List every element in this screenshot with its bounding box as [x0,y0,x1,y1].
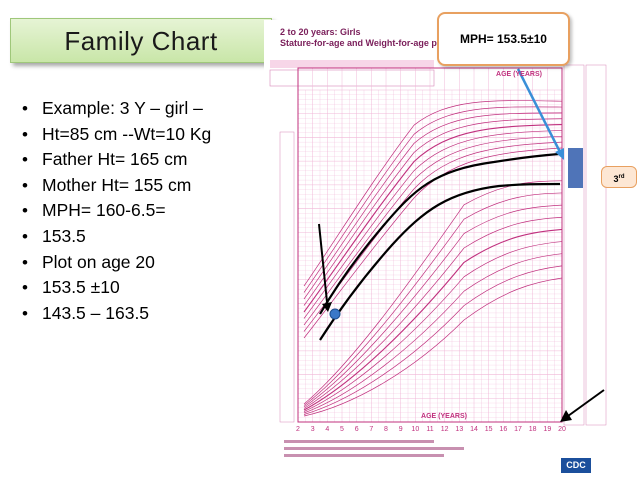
arrow-head-icon [322,302,332,312]
bullet-item: Plot on age 20 [22,250,272,276]
blue-arrow-icon [555,148,564,160]
age-tick-label: 11 [426,426,433,433]
age-axis-label: AGE (YEARS) [496,71,542,78]
upper-range-line [319,152,560,315]
age-tick-label: 4 [325,426,329,433]
plotted-point [329,308,341,320]
age-tick-label: 14 [470,426,478,433]
bullet-item: 153.5 ±10 [22,275,272,301]
percentile-suffix: rd [618,174,625,180]
age-tick-label: 19 [543,426,551,433]
age-tick-label: 12 [441,426,449,433]
bullet-item: Father Ht= 165 cm [22,147,272,173]
age-tick-label: 13 [455,426,463,433]
age-tick-label: 15 [485,426,493,433]
age-tick-label: 10 [411,426,419,433]
bullet-item: Mother Ht= 155 cm [22,173,272,199]
cdc-logo: CDC [561,458,591,473]
chart-heading: 2 to 20 years: Girls Stature-for-age and… [280,27,479,49]
bullet-item: Ht=85 cm --Wt=10 Kg [22,122,272,148]
title-box: Family Chart [10,18,272,63]
percentile-label: 3rd [601,166,637,188]
arrow-head-icon [560,410,572,422]
bullet-item: 153.5 [22,224,272,250]
slide-title: Family Chart [64,26,218,56]
age-tick-label: 18 [529,426,537,433]
age-tick-label: 8 [384,426,388,433]
mph-callout-text: MPH= 153.5±10 [460,32,547,46]
bullet-list: Example: 3 Y – girl – Ht=85 cm --Wt=10 K… [22,96,272,326]
lower-range-line [319,182,561,341]
age-axis-label: AGE (YEARS) [421,413,467,420]
percentile-number: 3 [613,174,619,184]
range-bar [568,148,583,188]
age-tick-label: 20 [558,426,566,433]
bullet-item: 143.5 – 163.5 [22,301,272,327]
bullet-item: Example: 3 Y – girl – [22,96,272,122]
bullet-item: MPH= 160-6.5= [22,198,272,224]
chart-heading-line1: 2 to 20 years: Girls [280,27,361,37]
age-axis-ticks: 2 3 4 5 6 7 8 9 10 11 12 13 14 15 16 17 18 19 20 AGE (YEARS… [296,71,566,433]
age-tick-label: 6 [355,426,359,433]
age-tick-label: 5 [340,426,344,433]
chart-heading-line2: Stature-for-age and Weight-for-age perce… [280,38,479,48]
age-tick-label: 16 [499,426,507,433]
age-tick-label: 9 [399,426,403,433]
age-tick-label: 2 [296,426,300,433]
growth-chart: 2 3 4 5 6 7 8 9 10 11 12 13 14 15 16 17 18 19 20 AGE (YEARS… [264,20,610,478]
age-tick-label: 3 [311,426,315,433]
age-tick-label: 17 [514,426,522,433]
mph-callout: MPH= 153.5±10 [437,12,570,66]
age-tick-label: 7 [369,426,373,433]
